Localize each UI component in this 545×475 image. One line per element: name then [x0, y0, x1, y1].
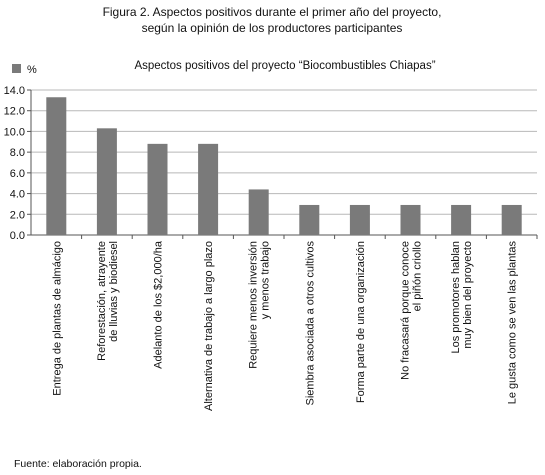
bar: [248, 189, 269, 235]
figure-caption-line2: según la opinión de los productores part…: [142, 21, 403, 35]
legend-swatch: [12, 64, 21, 73]
y-tick-label: 6.0: [10, 168, 25, 180]
x-tick-label: No fracasará porque conoceel piñón criol…: [400, 241, 424, 380]
bar: [349, 204, 370, 235]
x-tick-label: Le gusta como se ven las plantas: [507, 241, 519, 405]
bar: [451, 204, 472, 235]
y-tick-label: 0.0: [10, 230, 25, 242]
bars: [46, 97, 522, 235]
x-tick-label: Forma parte de una organización: [355, 241, 367, 403]
legend-label: %: [27, 64, 37, 76]
y-axis: 0.0 2.0 4.0 6.0 8.0 10.0 12.0 14.0: [4, 85, 32, 242]
y-tick-label: 14.0: [4, 85, 25, 97]
bar: [198, 143, 219, 235]
y-tick-label: 8.0: [10, 147, 25, 159]
y-tick-label: 4.0: [10, 189, 25, 201]
bar: [299, 204, 320, 235]
x-tick-label: Siembra asociada a otros cultivos: [304, 241, 316, 406]
x-tick-label: Entrega de plantas de almácigo: [51, 241, 63, 396]
source-note: Fuente: elaboración propia.: [14, 458, 142, 470]
bar: [147, 143, 168, 235]
bar: [96, 128, 117, 235]
x-tick-label: Adelanto de los $2,000/ha: [153, 240, 165, 369]
x-tick-label: Reforestación, atrayentede lluvias y bio…: [96, 241, 120, 361]
x-tick-label: Requiere menos inversióny menos trabajo: [248, 241, 272, 369]
chart-title: Aspectos positivos del proyecto “Biocomb…: [134, 60, 435, 72]
x-tick-label: Alternativa de trabajo a largo plazo: [203, 241, 215, 411]
x-tick-label: Los promotores hablanmuy bien del proyec…: [450, 241, 474, 354]
figure-caption-line1: Figura 2. Aspectos positivos durante el …: [103, 5, 442, 19]
y-tick-label: 10.0: [4, 126, 25, 138]
bar: [501, 204, 522, 235]
bar: [400, 204, 421, 235]
y-tick-label: 12.0: [4, 106, 25, 118]
y-tick-label: 2.0: [10, 209, 25, 221]
x-axis: Entrega de plantas de almácigo Reforestac…: [51, 235, 538, 411]
bar: [46, 97, 67, 235]
